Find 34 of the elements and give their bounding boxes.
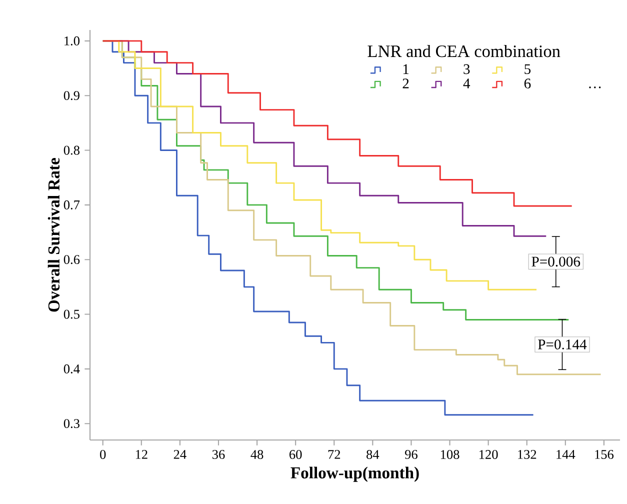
x-tick-label: 144 <box>556 450 576 459</box>
x-tick-label: 132 <box>518 450 536 459</box>
annotation: P=0.144 <box>538 340 587 350</box>
y-axis-title: Overall Survival Rate <box>48 158 60 312</box>
x-tick-label: 24 <box>174 450 186 459</box>
annotation: … <box>589 86 601 88</box>
y-tick-label: 0.8 <box>64 146 80 155</box>
y-tick-label: 0.7 <box>64 200 80 210</box>
annotation: P=0.006 <box>532 256 580 267</box>
x-tick-label: 72 <box>328 450 340 459</box>
x-tick-label: 156 <box>595 450 614 459</box>
legend-label: 6 <box>524 78 531 88</box>
legend-label: 5 <box>524 64 531 74</box>
x-tick-label: 60 <box>290 450 302 459</box>
y-tick-label: 1.0 <box>64 36 80 46</box>
y-tick-label: 0.3 <box>64 419 80 428</box>
x-tick-label: 0 <box>100 450 106 459</box>
legend-label: 4 <box>463 78 470 88</box>
y-tick-label: 0.6 <box>64 255 80 264</box>
legend-label: 1 <box>403 64 409 74</box>
x-tick-label: 36 <box>212 450 225 459</box>
legend-label: 3 <box>464 64 470 74</box>
y-tick-label: 0.5 <box>64 310 80 319</box>
y-tick-label: 0.4 <box>64 364 80 374</box>
x-tick-label: 12 <box>136 450 148 459</box>
x-tick-label: 96 <box>405 450 418 459</box>
y-tick-label: 0.9 <box>64 91 80 100</box>
x-tick-label: 84 <box>366 450 380 459</box>
x-tick-label: 48 <box>250 450 264 459</box>
x-tick-label: 120 <box>480 450 498 459</box>
legend-title: LNR and CEA combination <box>368 44 560 58</box>
x-tick-label: 108 <box>440 450 460 459</box>
legend-label: 2 <box>402 78 409 88</box>
x-axis-title: Follow-up(month) <box>290 466 419 482</box>
